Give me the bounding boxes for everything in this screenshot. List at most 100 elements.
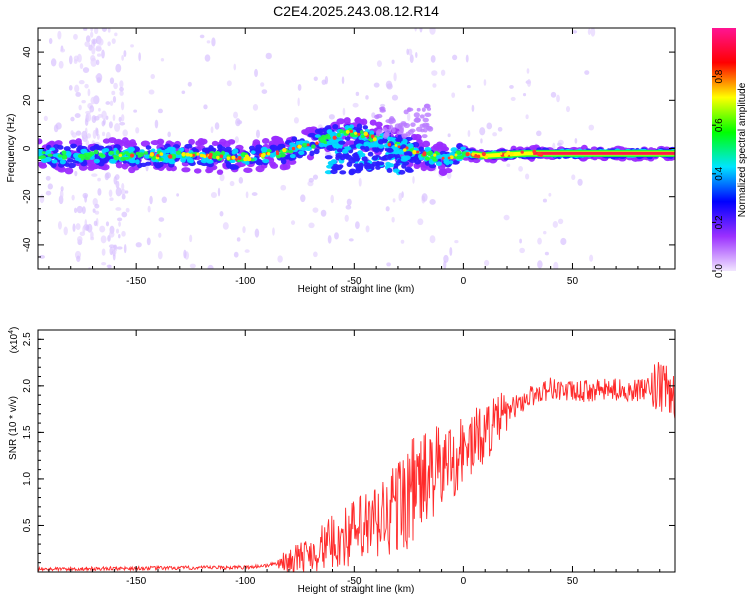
heatmap-hotspot <box>266 152 271 156</box>
heatmap-cell <box>101 148 106 154</box>
heatmap-cell <box>301 142 308 148</box>
heatmap-noise <box>254 68 258 78</box>
colorbar-tick-label: 0.0 <box>714 264 725 278</box>
heatmap-noise <box>233 63 237 71</box>
heatmap-hotspot <box>397 145 401 149</box>
heatmap-cell <box>121 137 129 144</box>
heatmap-hotspot <box>231 155 236 160</box>
heatmap-noise <box>236 120 243 125</box>
colorbar-fill <box>712 28 736 271</box>
heatmap-noise <box>68 85 73 91</box>
heatmap-noise <box>181 90 186 95</box>
heatmap-noise <box>90 96 96 105</box>
heatmap-noise <box>479 127 486 136</box>
heatmap-noise <box>189 263 196 269</box>
heatmap-cell <box>219 146 226 152</box>
heatmap-cell <box>360 134 365 139</box>
heatmap-noise <box>91 46 96 55</box>
heatmap-cell <box>386 136 395 141</box>
heatmap-noise <box>352 102 359 108</box>
heatmap-noise <box>101 262 107 266</box>
heatmap-cell <box>422 140 431 148</box>
heatmap-hotspot <box>315 141 319 145</box>
heatmap-noise <box>238 177 244 184</box>
heatmap-cell <box>232 165 239 170</box>
heatmap-hotspot <box>291 146 296 151</box>
heatmap-cell <box>324 155 333 160</box>
heatmap-hotspot <box>181 152 186 157</box>
heatmap-noise <box>226 80 232 87</box>
heatmap-noise <box>94 203 100 209</box>
heatmap-hotspot <box>260 153 265 158</box>
heatmap-noise <box>91 173 98 177</box>
heatmap-noise <box>272 227 275 236</box>
heatmap-noise <box>506 163 511 168</box>
heatmap-cell <box>108 150 115 155</box>
heatmap-noise <box>161 196 167 204</box>
colorbar-tick-label: 0.4 <box>714 166 725 180</box>
heatmap-noise <box>121 230 126 237</box>
heatmap-hotspot <box>481 151 486 157</box>
snr-x-label: Height of straight line (km) <box>298 584 415 595</box>
heatmap-noise <box>210 191 217 198</box>
heatmap-cell <box>326 140 335 146</box>
heatmap-cell <box>422 117 429 123</box>
heatmap-noise <box>150 74 156 80</box>
heatmap-cell <box>395 137 403 143</box>
heatmap-noise <box>92 129 97 139</box>
heatmap-cell <box>137 154 142 158</box>
heatmap-noise <box>203 104 208 110</box>
heatmap-hotspot <box>282 147 287 153</box>
heatmap-noise <box>525 114 529 120</box>
heatmap-noise <box>93 220 98 227</box>
heatmap-noise <box>234 136 239 144</box>
heatmap-noise <box>123 244 127 254</box>
heatmap-cell <box>415 126 423 132</box>
heatmap-cell <box>93 158 100 164</box>
heatmap-cell <box>206 159 214 164</box>
heatmap-noise <box>97 188 102 196</box>
snr-multiplier-text: (x104) <box>8 327 20 354</box>
heatmap-noise <box>255 129 260 139</box>
heatmap-noise <box>111 38 116 44</box>
heatmap-y-tick: -40 <box>22 237 675 252</box>
heatmap-cell <box>338 140 346 145</box>
heatmap-cell <box>80 148 88 154</box>
heatmap-hotspot <box>332 135 337 140</box>
heatmap-noise <box>348 238 354 242</box>
heatmap-noise <box>483 259 490 266</box>
heatmap-noise <box>114 123 121 132</box>
heatmap-hotspot <box>372 137 377 142</box>
heatmap-noise <box>114 32 118 37</box>
heatmap-noise <box>447 133 451 138</box>
colorbar-tick: 0.0 <box>712 264 725 278</box>
heatmap-hotspot <box>234 157 238 161</box>
figure-title: C2E4.2025.243.08.12.R14 <box>273 3 439 19</box>
heatmap-noise <box>406 48 409 55</box>
heatmap-cell <box>219 138 227 145</box>
heatmap-cell <box>186 158 193 163</box>
heatmap-cell <box>88 151 95 156</box>
heatmap-noise <box>104 172 110 181</box>
heatmap-cell <box>336 132 341 138</box>
heatmap-noise <box>90 231 94 239</box>
heatmap-cell <box>44 156 52 162</box>
heatmap-noise <box>386 262 391 267</box>
heatmap-hotspot <box>199 153 204 158</box>
heatmap-cell <box>375 130 380 135</box>
heatmap-noise <box>452 54 458 61</box>
heatmap-noise <box>119 80 124 88</box>
heatmap-noise <box>115 207 122 211</box>
heatmap-noise <box>465 54 469 63</box>
heatmap-cell <box>452 160 460 165</box>
heatmap-cell <box>414 158 422 165</box>
heatmap-noise <box>419 28 423 33</box>
heatmap-noise <box>82 67 90 73</box>
heatmap-panel: -150 -100 -50 0 50 -40 -20 0 20 40 Height of str… <box>6 27 676 295</box>
heatmap-cell <box>63 146 71 151</box>
heatmap-hotspot <box>471 152 475 156</box>
heatmap-noise <box>522 92 527 97</box>
heatmap-noise <box>492 132 498 137</box>
heatmap-cell <box>359 130 364 135</box>
heatmap-cell <box>406 168 414 173</box>
